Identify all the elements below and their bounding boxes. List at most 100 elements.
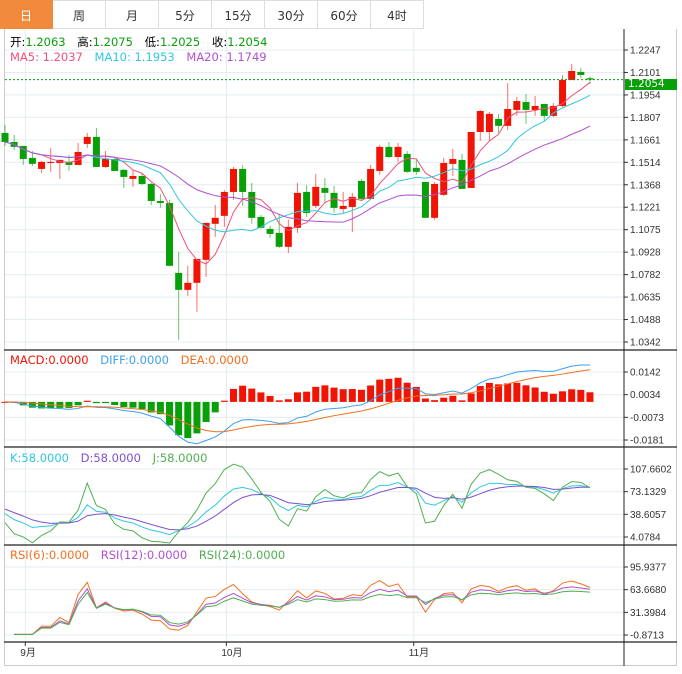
macd-bar xyxy=(303,391,311,402)
candle-down xyxy=(330,192,338,208)
macd-bar xyxy=(257,392,265,402)
candle-up xyxy=(431,183,439,218)
candle-down xyxy=(147,183,155,201)
candle-down xyxy=(156,200,164,203)
candle-up xyxy=(38,161,46,169)
macd-bar xyxy=(412,386,420,402)
price-tick-label: 1.1954 xyxy=(630,90,661,101)
candle-down xyxy=(257,216,265,228)
candle-up xyxy=(485,113,493,133)
macd-bar xyxy=(156,401,164,415)
open-label: 开: xyxy=(10,35,26,49)
dea-value: DEA:0.0000 xyxy=(180,353,249,367)
candle-down xyxy=(1,132,9,142)
close-value: 1.2054 xyxy=(227,35,268,49)
rsi-tick-label: 31.3984 xyxy=(630,608,667,619)
macd-bar xyxy=(485,382,493,402)
macd-bar xyxy=(577,389,585,402)
macd-bar xyxy=(293,392,301,402)
candle-up xyxy=(513,101,521,110)
rsi-tick-label: 95.9377 xyxy=(630,563,667,574)
tab-3[interactable]: 5分 xyxy=(159,0,212,29)
candle-up xyxy=(293,192,301,228)
rsi-legend: RSI(6):0.0000 RSI(12):0.0000 RSI(24):0.0… xyxy=(10,548,293,562)
candle-up xyxy=(102,158,110,167)
rsi-tick-label: 63.6680 xyxy=(630,585,667,596)
tab-4[interactable]: 15分 xyxy=(212,0,265,29)
macd-bar xyxy=(65,401,73,408)
candle-down xyxy=(403,153,411,172)
macd-bar xyxy=(367,385,375,402)
price-tick-label: 1.1075 xyxy=(630,225,661,236)
tab-2[interactable]: 月 xyxy=(106,0,159,29)
candle-up xyxy=(220,191,228,216)
price-tick-label: 1.1368 xyxy=(630,180,661,191)
candle-down xyxy=(120,169,128,177)
candle-up xyxy=(211,217,219,224)
macd-bar xyxy=(166,401,174,426)
rsi6-line xyxy=(14,579,591,635)
macd-bar xyxy=(403,382,411,402)
candle-up xyxy=(129,175,137,179)
price-tick-label: 1.0782 xyxy=(630,270,661,281)
macd-bar xyxy=(266,395,274,402)
macd-bar xyxy=(28,401,36,408)
candle-down xyxy=(166,202,174,266)
open-value: 1.2063 xyxy=(25,35,66,49)
macd-bar xyxy=(230,388,237,402)
macd-bar xyxy=(83,400,91,402)
tab-7[interactable]: 4时 xyxy=(371,0,424,29)
candle-up xyxy=(230,168,237,192)
tab-1[interactable]: 周 xyxy=(53,0,106,29)
candle-down xyxy=(175,272,183,290)
candle-up xyxy=(394,146,402,157)
kdj-legend: K:58.0000 D:58.0000 J:58.0000 xyxy=(10,451,215,465)
last-price-tag: 1.2054 xyxy=(625,79,677,90)
diff-value: DIFF:0.0000 xyxy=(100,353,169,367)
candle-up xyxy=(202,222,210,260)
macd-bar xyxy=(92,401,100,404)
k-value: K:58.0000 xyxy=(10,451,69,465)
macd-bar xyxy=(102,401,110,404)
low-value: 1.2025 xyxy=(159,35,201,49)
candle-down xyxy=(421,181,429,218)
ma20-line xyxy=(4,125,591,223)
tab-6[interactable]: 60分 xyxy=(318,0,371,29)
macd-bar xyxy=(348,389,356,402)
ma-legend: MA5: 1.2037 MA10: 1.1953 MA20: 1.1749 xyxy=(10,50,275,64)
macd-tick-label: -0.0073 xyxy=(630,413,664,424)
price-tick-label: 1.1661 xyxy=(630,135,661,146)
macd-bar xyxy=(476,386,484,402)
macd-bar xyxy=(74,401,82,406)
tab-5[interactable]: 30分 xyxy=(265,0,318,29)
macd-legend: MACD:0.0000 DIFF:0.0000 DEA:0.0000 xyxy=(10,353,257,367)
diff-line xyxy=(4,364,590,445)
ma20-value: MA20: 1.1749 xyxy=(186,50,267,64)
macd-tick-label: 0.0034 xyxy=(630,390,661,401)
macd-bar xyxy=(239,385,247,402)
candle-up xyxy=(312,186,320,206)
candle-up xyxy=(193,258,201,283)
tab-0[interactable]: 日 xyxy=(0,0,53,29)
candle-up xyxy=(504,109,512,126)
j-value: J:58.0000 xyxy=(152,451,208,465)
candle-down xyxy=(586,78,594,80)
macd-bar xyxy=(129,401,137,408)
macd-bar xyxy=(19,401,27,406)
candle-down xyxy=(577,71,585,75)
candle-down xyxy=(65,161,73,165)
macd-bar xyxy=(202,401,210,422)
candle-up xyxy=(467,132,475,188)
candle-down xyxy=(522,101,530,110)
close-label: 收: xyxy=(211,35,228,49)
macd-bar xyxy=(357,389,365,402)
macd-bar xyxy=(531,387,539,402)
ma10-value: MA10: 1.1953 xyxy=(94,50,175,64)
rsi24-line xyxy=(14,590,590,635)
candle-down xyxy=(138,175,146,184)
rsi12-value: RSI(12):0.0000 xyxy=(100,548,188,562)
kdj-tick-label: 107.6602 xyxy=(630,465,672,476)
macd-bar xyxy=(147,401,155,413)
macd-tick-label: -0.0181 xyxy=(630,436,664,447)
